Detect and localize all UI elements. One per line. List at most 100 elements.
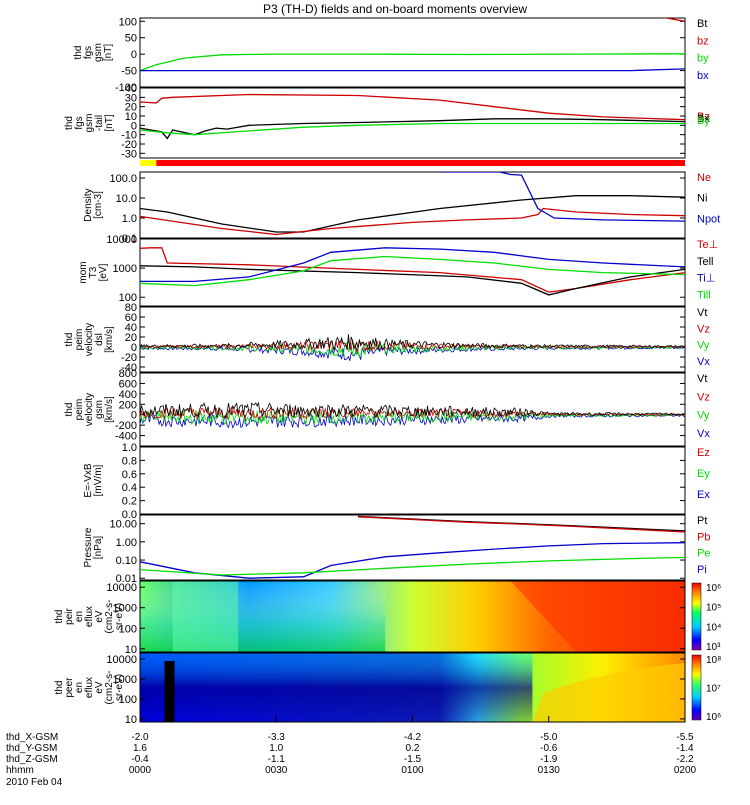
y-axis-label: thd — [54, 610, 65, 624]
panel-9: 10 100 1000 10000 thd peir en eflux eV (cm2-s-sr-… — [54, 580, 721, 656]
spectrogram-low-energy — [140, 653, 533, 722]
y-tick-label: 10 — [125, 111, 137, 123]
series-line-Ti⊥ — [140, 247, 685, 283]
y-axis-label: gsm — [84, 114, 95, 133]
legend-entry: Vt — [697, 373, 707, 385]
series-group — [140, 334, 685, 361]
series-group — [140, 93, 685, 140]
y-axis-label: velocity — [84, 393, 95, 426]
series-line-black — [140, 401, 685, 419]
x-row-label: thd_Z-GSM — [6, 754, 58, 765]
y-axis-label: gsm — [94, 400, 105, 419]
legend-entry: Vz — [697, 391, 710, 403]
panel-1: -100 -50 0 50 100 thd fgs gsm [nT] Bt bz by bx — [73, 16, 709, 94]
state-bar-segment — [156, 160, 686, 166]
y-tick-label: 10000 — [106, 582, 137, 594]
colorbar-label: 10⁴ — [706, 622, 721, 633]
legend-entry: Bx — [697, 113, 710, 125]
y-axis-label: dsl — [94, 333, 105, 346]
y-tick-label: 10000 — [106, 234, 137, 246]
x-row-value: -5.0 — [540, 732, 558, 743]
x-row-value: -1.4 — [676, 743, 694, 754]
y-tick-label: 1000 — [113, 603, 137, 615]
x-row-label: hhmm — [6, 765, 34, 776]
series-line-Pb — [357, 516, 685, 533]
y-tick-label: 20 — [125, 102, 137, 114]
x-row-value: -2.0 — [131, 732, 149, 743]
x-row-value: 1.6 — [133, 743, 147, 754]
legend-entry: Bz — [697, 111, 710, 123]
y-axis-label: peim — [74, 329, 85, 351]
y-axis-label: fgs — [83, 46, 94, 59]
x-row-value: 0000 — [129, 765, 152, 776]
y-tick-label: 40 — [125, 322, 137, 334]
y-axis-label: eV — [94, 681, 105, 694]
legend-entry: Pt — [697, 515, 707, 527]
y-tick-label: 200 — [119, 399, 137, 411]
y-tick-label: -50 — [121, 66, 137, 78]
y-axis-label: [nT] — [104, 114, 115, 131]
x-row-value: 0200 — [674, 765, 697, 776]
legend-entry: Npot — [697, 213, 720, 225]
legend-entry: Vy — [697, 410, 710, 422]
y-tick-label: 1.00 — [116, 537, 137, 549]
x-row-value: -2.2 — [676, 754, 694, 765]
legend-entry: By — [697, 115, 710, 127]
colorbar — [691, 582, 702, 651]
y-axis-label: mom — [78, 261, 89, 283]
y-tick-label: 400 — [119, 389, 137, 401]
series-group — [140, 247, 685, 296]
y-tick-label: -10 — [121, 130, 137, 142]
y-tick-label: -100 — [115, 82, 137, 94]
legend-entry: Vx — [697, 356, 710, 368]
series-line-Ne — [140, 207, 685, 236]
x-row-value: 0100 — [401, 765, 424, 776]
y-axis-label: sr-eV) — [114, 603, 125, 630]
y-axis-label: eflux — [84, 677, 95, 698]
y-axis-label: thd — [64, 116, 75, 130]
y-tick-label: 100 — [119, 16, 137, 28]
y-tick-label: 1.0 — [122, 442, 137, 454]
y-axis-label: fgs — [74, 116, 85, 129]
colorbar-label: 10⁸ — [706, 655, 721, 666]
y-tick-label: 100 — [119, 292, 137, 304]
legend-entry: Ti⊥ — [697, 273, 715, 285]
y-axis-label: en — [74, 611, 85, 622]
y-axis-label: [mV/m] — [93, 464, 104, 496]
x-row-value: -4.2 — [404, 732, 422, 743]
y-tick-label: -400 — [115, 431, 137, 443]
y-axis-label: eflux — [84, 606, 95, 627]
series-line-black — [140, 334, 685, 352]
y-tick-label: 0.6 — [122, 469, 137, 481]
colorbar-label: 10⁵ — [706, 603, 721, 614]
y-tick-label: -40 — [121, 362, 137, 374]
y-tick-label: 10 — [125, 644, 137, 656]
spectrogram-gap — [164, 661, 175, 722]
panel-8: 0.01 0.10 1.00 10.00 Pressure [nPa] Pt Pb Pe Pi — [83, 514, 710, 585]
panel-frame — [139, 238, 686, 307]
series-line-Bx — [140, 118, 685, 140]
legend-entry: Till — [697, 289, 711, 301]
y-axis-label: thd — [73, 46, 84, 60]
legend-entry: Pe — [697, 548, 710, 560]
y-tick-label: 0 — [131, 120, 137, 132]
y-axis-label: -tail — [94, 115, 105, 131]
y-tick-label: -200 — [115, 420, 137, 432]
panel-frame — [139, 171, 686, 239]
series-line-Ni — [140, 195, 685, 233]
y-axis-label: [km/s] — [104, 396, 115, 423]
y-axis-label: thd — [54, 681, 65, 695]
y-axis-label: E=-VxB — [83, 463, 94, 498]
x-row-value: -3.3 — [268, 732, 286, 743]
y-tick-label: 1000 — [113, 674, 137, 686]
series-group — [140, 18, 685, 72]
chart-title: P3 (TH-D) fields and on-board moments ov… — [263, 2, 527, 16]
y-axis-label: (cm2-s- — [104, 600, 115, 634]
y-axis-label: [km/s] — [104, 326, 115, 353]
y-tick-label: 1000 — [113, 263, 137, 275]
y-tick-label: 0 — [131, 342, 137, 354]
y-tick-label: 10.0 — [116, 193, 137, 205]
